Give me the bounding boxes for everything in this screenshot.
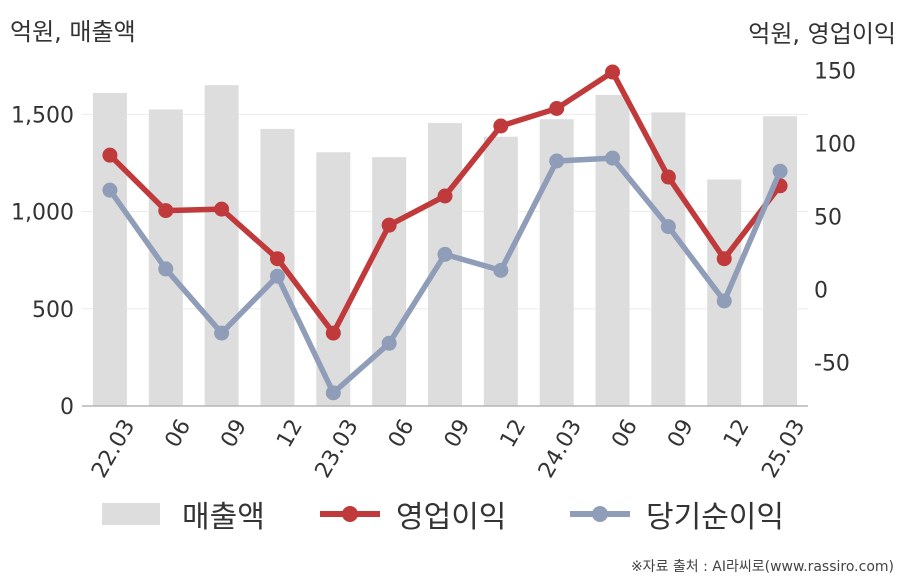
legend-swatch-sales — [102, 503, 160, 525]
point-net-profit — [772, 163, 788, 179]
y-right-tick-label: 50 — [814, 205, 842, 230]
x-axis-ticks: 22.03 06 09 12 23.03 06 09 12 24.03 06 09 12 25.03 — [87, 415, 810, 482]
point-operating-profit — [158, 203, 174, 219]
y-axis-right-ticks: -50 0 50 100 150 — [814, 60, 856, 377]
legend-swatch-operating-profit — [320, 506, 380, 522]
legend-item-sales: 매출액 — [102, 492, 265, 536]
legend-swatch-net-profit — [570, 506, 630, 522]
y-right-tick-label: -50 — [814, 351, 850, 376]
point-net-profit — [381, 335, 397, 351]
bar-sales — [260, 128, 295, 406]
bar-sales — [92, 92, 127, 406]
point-net-profit — [158, 261, 174, 277]
x-tick-label: 09 — [663, 415, 699, 452]
legend-label-sales: 매출액 — [182, 500, 265, 535]
point-operating-profit — [437, 188, 453, 204]
y-left-tick-label: 0 — [60, 395, 74, 420]
point-operating-profit — [716, 251, 732, 267]
bar-sales — [148, 109, 183, 406]
point-operating-profit — [493, 118, 509, 134]
point-operating-profit — [605, 64, 621, 80]
y-left-tick-label: 1,500 — [11, 103, 74, 128]
bar-sales — [595, 94, 630, 406]
legend-label-operating-profit: 영업이익 — [396, 500, 507, 535]
x-tick-label: 09 — [216, 415, 252, 452]
y-right-tick-label: 100 — [814, 133, 856, 158]
y-left-tick-label: 1,000 — [11, 201, 74, 226]
legend-label-net-profit: 당기순이익 — [646, 500, 784, 535]
y-right-tick-label: 150 — [814, 60, 856, 85]
point-net-profit — [269, 268, 285, 284]
x-tick-label: 12 — [272, 415, 308, 452]
x-tick-label: 06 — [384, 415, 420, 452]
point-operating-profit — [660, 169, 676, 185]
y-axis-right-label: 억원, 영업이익 — [748, 20, 896, 48]
point-net-profit — [716, 293, 732, 309]
legend-item-net-profit: 당기순이익 — [568, 492, 784, 536]
bar-sales — [707, 179, 742, 406]
y-left-tick-label: 500 — [32, 298, 74, 323]
point-operating-profit — [549, 101, 565, 116]
point-net-profit — [437, 246, 453, 262]
point-net-profit — [102, 182, 118, 198]
point-net-profit — [660, 219, 676, 235]
y-right-tick-label: 0 — [814, 278, 828, 303]
bar-sales — [428, 123, 462, 406]
point-operating-profit — [269, 251, 285, 267]
x-tick-label: 25.03 — [757, 415, 810, 482]
bar-sales — [372, 157, 407, 406]
bar-sales — [763, 116, 798, 407]
x-tick-label: 24.03 — [534, 415, 587, 482]
point-net-profit — [493, 262, 509, 278]
point-operating-profit — [381, 217, 397, 233]
x-tick-label: 12 — [719, 415, 755, 452]
x-tick-label: 09 — [440, 415, 476, 452]
point-net-profit — [325, 385, 341, 401]
x-tick-label: 06 — [607, 415, 643, 452]
legend-item-operating-profit: 영업이익 — [318, 492, 506, 536]
bar-sales — [204, 85, 239, 407]
bar-series-sales — [92, 85, 798, 407]
y-axis-left-label: 억원, 매출액 — [10, 18, 136, 46]
point-operating-profit — [214, 201, 230, 217]
x-tick-label: 22.03 — [87, 415, 140, 482]
point-operating-profit — [325, 325, 341, 341]
point-net-profit — [605, 150, 621, 166]
point-operating-profit — [102, 147, 118, 163]
line-series — [102, 64, 788, 401]
source-note: ※자료 출처 : AI라씨로(www.rassiro.com) — [630, 559, 894, 575]
point-net-profit — [214, 325, 230, 341]
point-net-profit — [549, 153, 565, 169]
x-tick-label: 12 — [496, 415, 532, 452]
y-axis-left-ticks: 0 500 1,000 1,500 — [11, 103, 74, 420]
x-tick-label: 23.03 — [311, 415, 364, 482]
x-tick-label: 06 — [161, 415, 197, 452]
